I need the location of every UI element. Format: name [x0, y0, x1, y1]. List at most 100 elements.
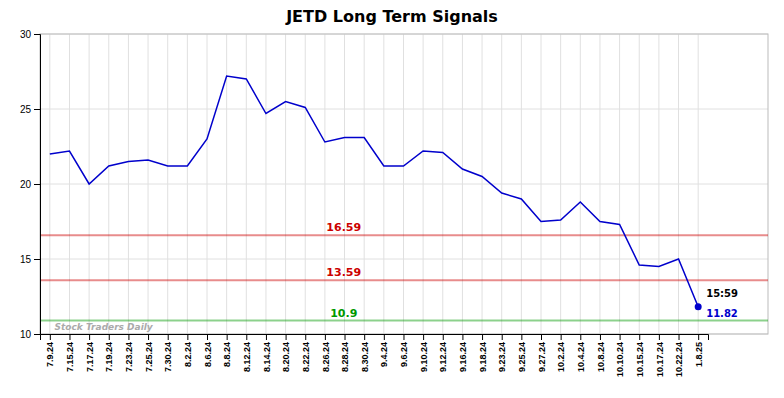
- reference-label: 10.9: [330, 307, 357, 320]
- tick-mark: [462, 334, 463, 340]
- tick-label: 8.26.24: [321, 342, 331, 372]
- tick-label: 10.8.24: [596, 342, 606, 372]
- tick-label: 10.4.24: [576, 342, 586, 372]
- reference-label: 16.59: [326, 221, 361, 234]
- grid-line: [167, 34, 168, 334]
- tick-mark: [600, 334, 601, 340]
- tick: 8.14.24: [262, 334, 272, 372]
- tick: 7.19.24: [104, 334, 114, 372]
- tick-label: 8.8.24: [222, 342, 232, 367]
- tick-label: 7.15.24: [65, 342, 75, 372]
- tick-label: 8.6.24: [203, 342, 213, 367]
- tick: 7.15.24: [65, 334, 75, 372]
- tick: 7.30.24: [163, 334, 173, 372]
- y-axis: 10 15 20 25 30: [20, 29, 41, 340]
- tick: 8.28.24: [340, 334, 350, 372]
- grid-line: [541, 34, 542, 334]
- tick-mark: [286, 334, 287, 340]
- grid-line: [599, 34, 600, 334]
- tick-mark: [148, 334, 149, 340]
- grid-line: [658, 34, 659, 334]
- grid-line: [324, 34, 325, 334]
- last-point: [695, 303, 702, 310]
- grid-line: [560, 34, 561, 334]
- tick-mark: [227, 334, 228, 340]
- tick-label: 10: [20, 329, 32, 340]
- grid-line: [364, 34, 365, 334]
- tick-mark: [639, 334, 640, 340]
- tick-mark: [502, 334, 503, 340]
- tick: 20: [20, 179, 40, 190]
- tick-label: 7.9.24: [45, 342, 55, 367]
- tick-label: 30: [20, 29, 32, 40]
- tick-mark: [659, 334, 660, 340]
- grid-line: [403, 34, 404, 334]
- tick: 9.12.24: [438, 334, 448, 372]
- tick-mark: [109, 334, 110, 340]
- reference-line: [40, 234, 768, 236]
- tick: 9.16.24: [458, 334, 468, 372]
- grid-line: [423, 34, 424, 334]
- grid-line: [462, 34, 463, 334]
- grid-line: [678, 34, 679, 334]
- tick: 8.26.24: [321, 334, 331, 372]
- tick-label: 7.25.24: [144, 342, 154, 372]
- tick-mark: [34, 109, 40, 110]
- grid-line: [305, 34, 306, 334]
- grid: [40, 34, 768, 334]
- grid-line: [482, 34, 483, 334]
- tick-mark: [187, 334, 188, 340]
- tick: 10: [20, 329, 40, 340]
- tick-label: 8.14.24: [262, 342, 272, 372]
- axis-line: [34, 35, 41, 335]
- tick-mark: [698, 334, 699, 340]
- reference-label: 13.59: [326, 266, 361, 279]
- tick-label: 9.18.24: [478, 342, 488, 372]
- chart: JETD Long Term Signals 10 15 20 25 30 7.9.24 7.…: [0, 0, 784, 398]
- watermark: Stock Traders Daily: [55, 322, 154, 332]
- tick-label: 10.10.24: [615, 342, 625, 377]
- tick: 10.15.24: [635, 334, 645, 377]
- grid-line: [383, 34, 384, 334]
- tick: 30: [20, 29, 40, 40]
- grid-line: [619, 34, 620, 334]
- tick-mark: [561, 334, 562, 340]
- tick-label: 10.15.24: [635, 342, 645, 377]
- grid-line: [580, 34, 581, 334]
- tick-label: 9.6.24: [399, 342, 409, 367]
- grid-line: [501, 34, 502, 334]
- tick-mark: [423, 334, 424, 340]
- tick: 10.10.24: [615, 334, 625, 377]
- tick-mark: [266, 334, 267, 340]
- tick-mark: [50, 334, 51, 340]
- tick: 8.12.24: [242, 334, 252, 372]
- axis-line: [41, 335, 709, 341]
- grid-line: [521, 34, 522, 334]
- tick: 9.4.24: [379, 334, 389, 367]
- tick-label: 15: [20, 254, 32, 265]
- grid-line: [265, 34, 266, 334]
- reference-line: [40, 279, 768, 281]
- tick-label: 8.30.24: [360, 342, 370, 372]
- tick-label: 8.22.24: [301, 342, 311, 372]
- tick: 10.4.24: [576, 334, 586, 372]
- tick: 9.6.24: [399, 334, 409, 367]
- tick: 8.8.24: [222, 334, 232, 367]
- tick-label: 10.22.24: [674, 342, 684, 377]
- tick-label: 7.17.24: [85, 342, 95, 372]
- tick-mark: [34, 184, 40, 185]
- tick-label: 8.12.24: [242, 342, 252, 372]
- tick: 8.20.24: [281, 334, 291, 372]
- title: JETD Long Term Signals: [285, 7, 498, 26]
- tick: 7.23.24: [124, 334, 134, 372]
- tick: 7.9.24: [45, 334, 55, 367]
- tick-mark: [364, 334, 365, 340]
- tick-mark: [69, 334, 70, 340]
- tick-label: 10.17.24: [655, 342, 665, 377]
- grid-line: [69, 34, 70, 334]
- tick-label: 9.4.24: [379, 342, 389, 367]
- tick: 25: [20, 104, 40, 115]
- tick: 7.17.24: [85, 334, 95, 372]
- tick-mark: [482, 334, 483, 340]
- tick: 1.8.25: [694, 334, 704, 367]
